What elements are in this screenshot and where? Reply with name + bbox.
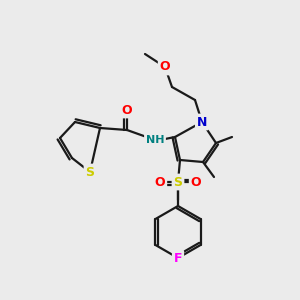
Text: O: O bbox=[122, 103, 132, 116]
Text: S: S bbox=[173, 176, 182, 188]
Text: O: O bbox=[160, 61, 170, 74]
Text: S: S bbox=[85, 166, 94, 178]
Text: N: N bbox=[197, 116, 207, 128]
Text: F: F bbox=[174, 251, 182, 265]
Text: O: O bbox=[155, 176, 165, 188]
Text: O: O bbox=[191, 176, 201, 188]
Text: NH: NH bbox=[146, 135, 164, 145]
